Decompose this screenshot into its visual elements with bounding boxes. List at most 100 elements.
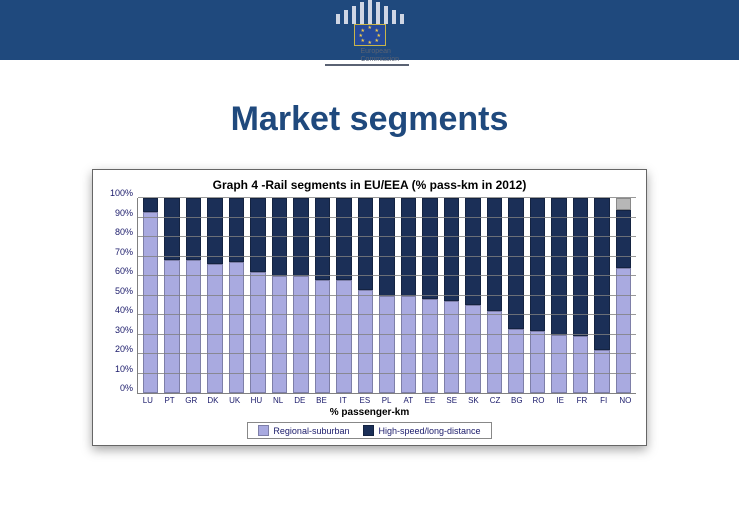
grid-line <box>138 275 636 276</box>
x-tick: IE <box>549 396 571 405</box>
bar-slot <box>527 198 548 393</box>
grid-line <box>138 236 636 237</box>
x-tick: FI <box>593 396 615 405</box>
bar <box>229 198 244 393</box>
bar-slot <box>591 198 612 393</box>
legend-label: High-speed/long-distance <box>378 426 480 436</box>
bar-segment <box>293 198 308 276</box>
bar-slot <box>376 198 397 393</box>
bar-slot <box>204 198 225 393</box>
bar-slot <box>226 198 247 393</box>
bar-segment <box>379 296 394 394</box>
x-tick: UK <box>224 396 246 405</box>
x-axis-label: % passenger-km <box>103 407 636 418</box>
x-tick: EE <box>419 396 441 405</box>
bar-segment <box>272 198 287 276</box>
logo-text: European Commission <box>325 46 409 66</box>
bar-segment <box>401 296 416 394</box>
bar <box>465 198 480 393</box>
x-tick: DK <box>202 396 224 405</box>
bar-segment <box>315 280 330 393</box>
y-axis: 0%10%20%30%40%50%60%70%80%90%100% <box>103 198 137 393</box>
bar-segment <box>573 336 588 393</box>
bar <box>207 198 222 393</box>
x-tick: GR <box>180 396 202 405</box>
x-tick: AT <box>397 396 419 405</box>
bar-slot <box>462 198 483 393</box>
bar-segment <box>465 305 480 393</box>
bar <box>315 198 330 393</box>
bar <box>293 198 308 393</box>
x-tick: SK <box>463 396 485 405</box>
bar-slot <box>419 198 440 393</box>
bar-slot <box>484 198 505 393</box>
bar-slot <box>140 198 161 393</box>
x-tick: FR <box>571 396 593 405</box>
page-title: Market segments <box>0 100 739 139</box>
eu-flag-icon: ★ ★ ★ ★ ★ ★ ★ ★ <box>354 24 386 46</box>
bar-segment <box>530 331 545 393</box>
bar-segment <box>315 198 330 280</box>
bar <box>594 198 609 393</box>
x-tick: BE <box>311 396 333 405</box>
bar-segment <box>229 198 244 262</box>
bar-segment <box>422 198 437 299</box>
bar-segment <box>186 198 201 260</box>
bar-segment <box>465 198 480 305</box>
chart-title: Graph 4 -Rail segments in EU/EEA (% pass… <box>103 178 636 192</box>
org-line2: Commission <box>361 56 400 63</box>
bar-segment <box>444 301 459 393</box>
bar <box>573 198 588 393</box>
bar-segment <box>143 212 158 393</box>
bar <box>616 198 631 393</box>
bar-slot <box>247 198 268 393</box>
x-tick: IT <box>332 396 354 405</box>
bar <box>444 198 459 393</box>
legend-swatch <box>258 425 269 436</box>
bar-segment <box>551 335 566 394</box>
bar-segment <box>379 198 394 296</box>
grid-line <box>138 373 636 374</box>
bar <box>336 198 351 393</box>
bar-segment <box>336 198 351 280</box>
grid-line <box>138 256 636 257</box>
x-tick: LU <box>137 396 159 405</box>
bar-segment <box>444 198 459 301</box>
bar <box>551 198 566 393</box>
x-axis: LUPTGRDKUKHUNLDEBEITESPLATEESESKCZBGROIE… <box>103 396 636 405</box>
org-line1: European <box>361 48 391 55</box>
bar-slot <box>398 198 419 393</box>
bar-slot <box>570 198 591 393</box>
bar-segment <box>616 268 631 393</box>
bar-segment <box>616 210 631 269</box>
bar <box>422 198 437 393</box>
x-tick: DE <box>289 396 311 405</box>
x-tick: NO <box>614 396 636 405</box>
bar-segment <box>616 198 631 210</box>
bar-slot <box>312 198 333 393</box>
bar <box>272 198 287 393</box>
bar-slot <box>161 198 182 393</box>
x-tick: PL <box>376 396 398 405</box>
bar-slot <box>613 198 634 393</box>
legend-swatch <box>363 425 374 436</box>
grid-line <box>138 295 636 296</box>
bar <box>508 198 523 393</box>
grid-line <box>138 353 636 354</box>
x-tick: HU <box>246 396 268 405</box>
x-tick: NL <box>267 396 289 405</box>
bar <box>186 198 201 393</box>
bar <box>530 198 545 393</box>
bar-segment <box>207 198 222 264</box>
ec-logo: ★ ★ ★ ★ ★ ★ ★ ★ European Commission <box>325 0 415 66</box>
bar <box>379 198 394 393</box>
grid-line <box>138 334 636 335</box>
bar-slot <box>441 198 462 393</box>
x-tick: CZ <box>484 396 506 405</box>
x-tick: ES <box>354 396 376 405</box>
bar <box>401 198 416 393</box>
plot-area <box>137 198 636 394</box>
bar-segment <box>573 198 588 336</box>
bar-slot <box>548 198 569 393</box>
x-tick: SE <box>441 396 463 405</box>
